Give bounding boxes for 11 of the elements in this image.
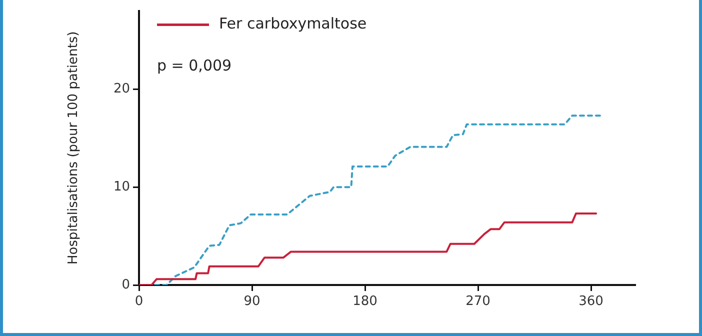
x-tick-label: 90 [244,294,260,310]
x-tick-label: 270 [466,294,490,310]
x-tick-label: 360 [578,294,604,310]
legend-label: Fer carboxymaltose [219,14,367,33]
x-tick-label: 180 [352,294,378,310]
y-axis-title: Hospitalisations (pour 100 patients) [66,31,82,265]
y-tick-label: 20 [113,82,130,97]
annotation: p = 0,009 [157,56,232,75]
y-tick-label: 10 [113,179,130,194]
x-tick-label: 0 [134,294,144,310]
y-tick-label: 0 [122,277,130,292]
